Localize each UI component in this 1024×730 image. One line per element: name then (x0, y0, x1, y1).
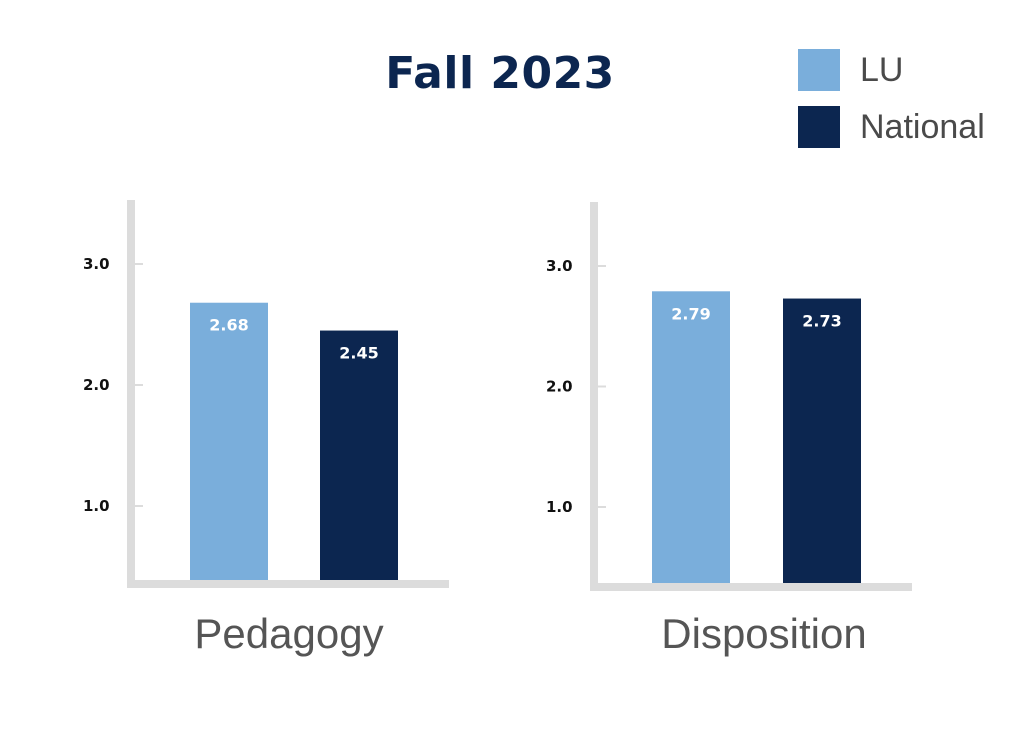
disposition-bar-national (783, 298, 861, 583)
disposition-tick-label: 2.0 (546, 378, 573, 396)
chart-title: Fall 2023 (385, 48, 615, 99)
legend-item-lu: LU (798, 49, 903, 91)
disposition-tick-mark (598, 385, 606, 388)
pedagogy-category-label: Pedagogy (194, 610, 383, 657)
disposition-tick-label: 1.0 (546, 498, 573, 516)
disposition-category-label: Disposition (661, 610, 866, 657)
pedagogy-value-label-national: 2.45 (339, 344, 378, 363)
disposition-tick-mark (598, 506, 606, 508)
disposition-tick-mark (598, 265, 606, 267)
legend-swatch-lu (798, 49, 840, 91)
legend-label-national: National (860, 107, 985, 146)
pedagogy-tick-label: 1.0 (83, 497, 110, 515)
pedagogy-value-label-lu: 2.68 (209, 316, 248, 335)
pedagogy-y-axis (127, 200, 135, 588)
legend-item-national: National (798, 106, 985, 148)
disposition-value-label-lu: 2.79 (671, 304, 710, 323)
legend-label-lu: LU (860, 50, 904, 89)
pedagogy-tick-label: 2.0 (83, 376, 110, 394)
pedagogy-x-axis (127, 580, 449, 588)
pedagogy-tick-mark (135, 263, 143, 265)
legend-swatch-national (798, 106, 840, 148)
disposition-y-axis (590, 202, 598, 591)
disposition-x-axis (590, 583, 912, 591)
pedagogy-bar-lu (190, 302, 268, 580)
pedagogy-tick-label: 3.0 (83, 255, 110, 273)
pedagogy-tick-mark (135, 384, 143, 386)
pedagogy-bar-national (320, 330, 398, 580)
disposition-bar-lu (652, 291, 730, 583)
disposition-value-label-national: 2.73 (802, 312, 841, 331)
disposition-tick-label: 3.0 (546, 257, 573, 275)
pedagogy-tick-mark (135, 505, 143, 507)
